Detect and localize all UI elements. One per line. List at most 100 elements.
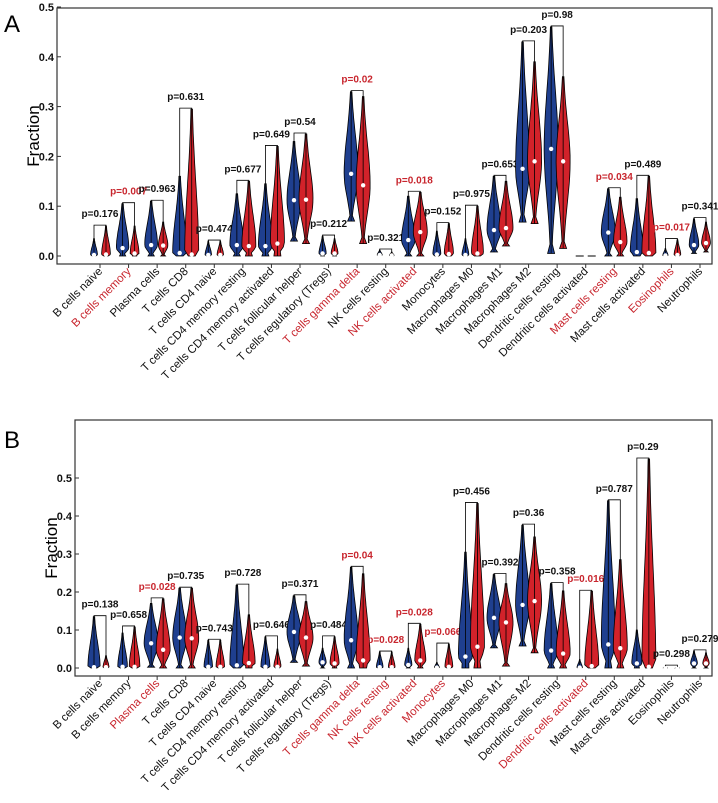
p-value-label: p=0.152 (424, 207, 461, 218)
median-dot (491, 227, 497, 233)
median-dot (634, 661, 640, 666)
p-value-label: p=0.203 (510, 25, 547, 36)
significance-bracket (179, 586, 193, 589)
median-dot (320, 251, 325, 256)
p-value-label: p=0.02 (341, 75, 373, 86)
median-dot (491, 615, 497, 621)
median-dot (675, 252, 680, 258)
p-value-label: p=0.36 (513, 508, 545, 519)
p-value-label: p=0.456 (453, 486, 490, 497)
median-dot (360, 183, 366, 188)
p-value-label: p=0.649 (253, 129, 290, 140)
median-dot (646, 664, 652, 670)
p-value-label: p=0.735 (167, 571, 204, 582)
median-dot (120, 245, 125, 251)
median-dot (434, 252, 440, 257)
p-value-label: p=0.54 (284, 117, 316, 128)
p-value-label: p=0.298 (653, 649, 690, 660)
significance-bracket (465, 502, 478, 553)
median-dot (263, 664, 268, 670)
median-dot (560, 651, 566, 656)
median-dot (548, 648, 554, 653)
significance-bracket (607, 499, 621, 560)
p-value-label: p=0.728 (224, 568, 261, 579)
significance-bracket (93, 224, 107, 239)
median-dot (434, 665, 440, 670)
p-value-label: p=0.653 (482, 159, 519, 170)
p-value-label: p=0.341 (682, 202, 718, 213)
median-dot (320, 660, 325, 665)
median-dot (406, 237, 411, 243)
significance-bracket (293, 594, 307, 602)
p-value-label: p=0.018 (396, 175, 433, 186)
median-dot (618, 239, 623, 245)
significance-bracket (693, 217, 707, 223)
median-dot (646, 250, 652, 256)
y-tick-label: 0.5 (57, 473, 72, 485)
p-value-label: p=0.176 (82, 209, 119, 220)
p-value-label: p=0.321 (367, 233, 404, 244)
median-dot (606, 642, 611, 647)
median-dot (589, 663, 594, 669)
p-value-label: p=0.787 (596, 484, 633, 495)
median-dot (560, 159, 566, 164)
significance-bracket (436, 222, 450, 232)
significance-bracket (465, 204, 478, 239)
y-tick-label: 0.2 (39, 151, 54, 163)
median-dot (446, 251, 452, 257)
significance-bracket (493, 174, 507, 182)
median-dot (475, 644, 480, 649)
y-tick-label: 0.3 (39, 102, 54, 114)
p-value-label: p=0.028 (367, 635, 404, 646)
p-value-label: p=0.028 (139, 582, 176, 593)
median-dot (263, 243, 268, 249)
p-value-label: p=0.474 (196, 224, 233, 235)
p-value-label: p=0.646 (253, 620, 290, 631)
median-dot (418, 658, 423, 663)
p-value-label: p=0.371 (282, 579, 319, 590)
significance-bracket (407, 190, 421, 197)
median-dot (520, 602, 525, 608)
median-dot (206, 664, 211, 670)
median-dot (532, 598, 537, 604)
p-value-label: p=0.29 (627, 442, 659, 453)
p-value-label: p=0.034 (596, 172, 633, 183)
y-tick-label: 0.0 (39, 251, 54, 263)
significance-bracket (522, 40, 535, 62)
significance-bracket (265, 145, 278, 184)
y-axis-label: Fraction (24, 105, 43, 166)
panel-letter: A (4, 11, 20, 38)
p-value-label: p=0.016 (567, 574, 604, 585)
significance-bracket (550, 25, 564, 77)
p-value-label: p=0.743 (196, 623, 233, 634)
p-value-label: p=0.279 (682, 634, 718, 645)
median-dot (463, 654, 468, 659)
y-tick-label: 0.1 (57, 625, 72, 637)
median-dot (275, 664, 280, 670)
significance-bracket (293, 132, 307, 142)
median-dot (160, 243, 166, 248)
significance-bracket (579, 589, 593, 660)
y-tick-label: 0.0 (57, 663, 72, 675)
p-value-label: p=0.963 (139, 184, 176, 195)
significance-bracket (665, 238, 678, 249)
median-dot (503, 225, 509, 231)
p-value-label: p=0.066 (424, 627, 461, 638)
median-dot (234, 663, 240, 668)
median-dot (520, 166, 525, 172)
median-dot (675, 665, 680, 671)
significance-bracket (493, 573, 507, 584)
median-dot (291, 629, 297, 635)
median-dot (120, 664, 125, 670)
y-tick-label: 0.4 (57, 511, 73, 523)
median-dot (389, 665, 394, 670)
median-dot (246, 243, 252, 249)
p-value-label: p=0.631 (167, 92, 204, 103)
significance-bracket (379, 650, 393, 653)
median-dot (348, 638, 354, 643)
median-dot (577, 665, 582, 670)
median-dot (691, 242, 697, 248)
